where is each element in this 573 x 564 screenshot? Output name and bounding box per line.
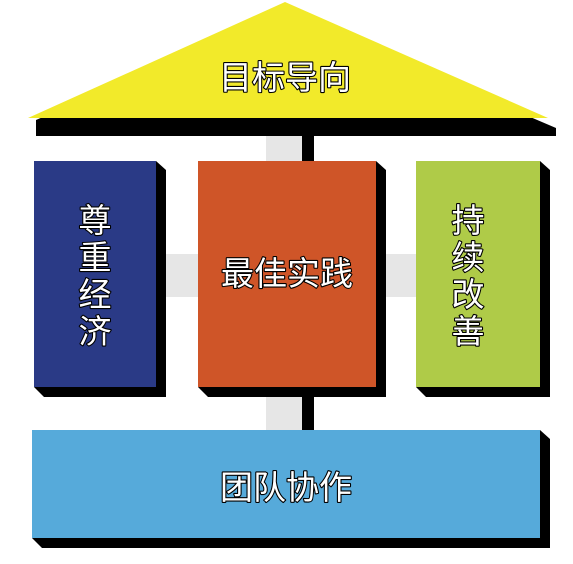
right-pillar: 持 续 改 善	[416, 161, 550, 397]
center-pillar: 最佳实践	[198, 161, 386, 397]
right-pillar-char: 续	[452, 238, 485, 277]
center-pillar-box	[198, 161, 376, 387]
right-pillar-char: 持	[452, 201, 485, 240]
left-pillar-char: 济	[79, 312, 112, 351]
left-pillar-char: 重	[79, 238, 112, 277]
left-pillar-char: 尊	[79, 201, 112, 240]
roof: 目标导向	[28, 2, 556, 136]
foundation: 团队协作	[32, 430, 550, 548]
right-pillar-char: 改	[452, 275, 485, 314]
right-pillar-char: 善	[452, 312, 485, 351]
center-pillar-label: 最佳实践	[221, 254, 353, 293]
roof-triangle	[28, 2, 548, 118]
left-pillar-box	[34, 161, 156, 387]
left-pillar-char: 经	[79, 275, 112, 314]
foundation-label: 团队协作	[220, 468, 352, 507]
right-pillar-box	[416, 161, 540, 387]
left-pillar: 尊 重 经 济	[34, 161, 166, 397]
roof-label: 目标导向	[219, 58, 351, 97]
foundation-box	[32, 430, 540, 538]
